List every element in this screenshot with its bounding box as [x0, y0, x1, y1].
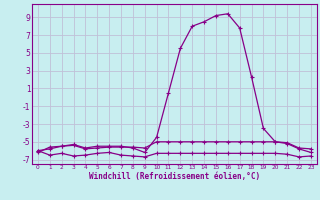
- X-axis label: Windchill (Refroidissement éolien,°C): Windchill (Refroidissement éolien,°C): [89, 172, 260, 181]
